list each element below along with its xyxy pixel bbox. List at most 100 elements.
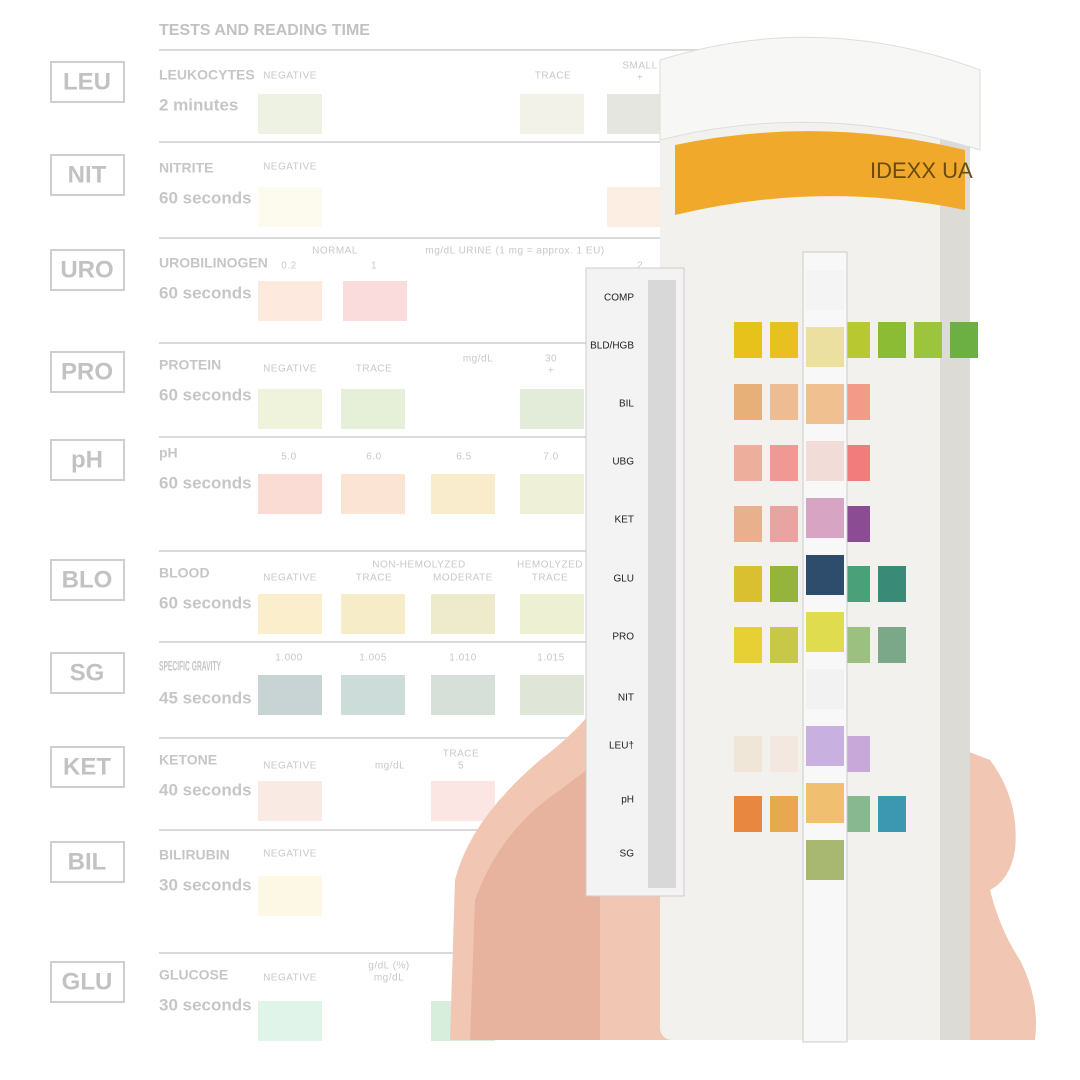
code-box — [50, 249, 125, 291]
column-label: 7.0 — [543, 452, 558, 463]
strip-pad — [806, 726, 844, 766]
strip-pad — [806, 498, 844, 538]
chart-title: TESTS AND READING TIME — [159, 22, 370, 39]
strip-label: NIT — [618, 693, 634, 704]
row-code: KET — [63, 753, 111, 780]
reference-pad — [878, 566, 906, 602]
row-time: 2 minutes — [159, 95, 238, 114]
card-scale — [648, 280, 676, 888]
column-label: MODERATE — [433, 573, 493, 584]
card-labels: COMP BLD/HGB BIL UBG KET GLU PRO NIT LEU† pH SG — [590, 293, 634, 860]
reference-pad — [734, 566, 762, 602]
color-swatch — [520, 675, 584, 715]
column-label: HEMOLYZED — [517, 560, 583, 571]
reference-pad — [878, 322, 906, 358]
yellow-band — [675, 131, 965, 215]
row-name: LEUKOCYTES — [159, 67, 255, 83]
strip-pad — [806, 327, 844, 367]
reference-pad — [770, 322, 798, 358]
column-label: TRACE — [535, 71, 571, 82]
column-label: 6.0 — [366, 452, 381, 463]
row-name: pH — [159, 445, 178, 461]
reference-pad — [950, 322, 978, 358]
column-label: NEGATIVE — [263, 573, 317, 584]
row-name: KETONE — [159, 752, 217, 768]
row-time: 30 seconds — [159, 995, 252, 1014]
reference-pad — [734, 384, 762, 420]
column-label: NEGATIVE — [263, 162, 317, 173]
column-label: NEGATIVE — [263, 973, 317, 984]
strip-label: LEU† — [609, 741, 634, 752]
color-swatch — [258, 389, 322, 429]
column-label: mg/dL URINE (1 mg = approx. 1 EU) — [425, 246, 604, 257]
strip-label: PRO — [612, 632, 634, 643]
row-time: 60 seconds — [159, 385, 252, 404]
color-swatch — [431, 594, 495, 634]
row-time: 60 seconds — [159, 473, 252, 492]
row-name: UROBILINOGEN — [159, 255, 268, 271]
row-code: pH — [71, 446, 103, 473]
column-label: TRACE — [356, 364, 392, 375]
reference-pad — [734, 445, 762, 481]
code-box — [50, 154, 125, 196]
row-name: GLUCOSE — [159, 967, 228, 983]
reference-pad — [770, 796, 798, 832]
color-swatch — [520, 389, 584, 429]
reference-pad — [770, 566, 798, 602]
color-swatch — [258, 94, 322, 134]
column-label: NEGATIVE — [263, 71, 317, 82]
row-code: URO — [60, 256, 113, 283]
code-box — [50, 61, 125, 103]
strip-pad — [806, 270, 844, 310]
code-box — [50, 961, 125, 1003]
column-label: 5.0 — [281, 452, 296, 463]
row-time: 60 seconds — [159, 593, 252, 612]
reference-pad — [770, 384, 798, 420]
row-name: BLOOD — [159, 565, 210, 581]
reference-pad — [734, 796, 762, 832]
color-swatch — [520, 594, 584, 634]
color-swatch — [258, 594, 322, 634]
strip-label: GLU — [613, 574, 634, 585]
strip-pad — [806, 441, 844, 481]
column-label: 0.2 — [281, 261, 296, 272]
strip-pads — [806, 270, 844, 880]
reference-pad — [914, 322, 942, 358]
row-name: SPECIFIC GRAVITY — [159, 658, 221, 674]
color-swatch — [343, 281, 407, 321]
column-label: 1.000 — [275, 653, 303, 664]
column-label: TRACE — [532, 573, 568, 584]
column-label: NORMAL — [312, 246, 358, 257]
column-label: SMALL — [622, 61, 657, 72]
color-swatch — [341, 594, 405, 634]
color-swatch — [431, 675, 495, 715]
column-label: NON-HEMOLYZED — [372, 560, 466, 571]
row-name: PROTEIN — [159, 357, 221, 373]
row-code: GLU — [62, 968, 113, 995]
strip-pad — [806, 612, 844, 652]
color-swatch — [341, 474, 405, 514]
color-swatch — [520, 94, 584, 134]
strip-label: COMP — [604, 293, 634, 304]
color-swatch — [431, 781, 495, 821]
strip-pad — [806, 669, 844, 709]
column-label: TRACE — [443, 749, 479, 760]
column-label: 1.015 — [537, 653, 565, 664]
row-code: LEU — [63, 68, 111, 95]
row-code: BLO — [62, 566, 113, 593]
reference-pad — [770, 627, 798, 663]
column-label: + — [637, 73, 643, 84]
color-swatch — [258, 281, 322, 321]
column-label: 1.010 — [449, 653, 477, 664]
reading-chart: LEU LEUKOCYTES 2 minutes NEGATIVE TRACE SMALL… — [50, 49, 700, 1041]
code-box — [50, 439, 125, 481]
column-label: NEGATIVE — [263, 761, 317, 772]
color-swatch — [258, 876, 322, 916]
reference-pad — [734, 506, 762, 542]
column-label: mg/dL — [375, 761, 405, 772]
color-swatch — [341, 675, 405, 715]
code-box — [50, 652, 125, 694]
color-swatch — [258, 474, 322, 514]
brand: IDEXX UA — [870, 158, 973, 183]
column-label: 6.5 — [456, 452, 471, 463]
